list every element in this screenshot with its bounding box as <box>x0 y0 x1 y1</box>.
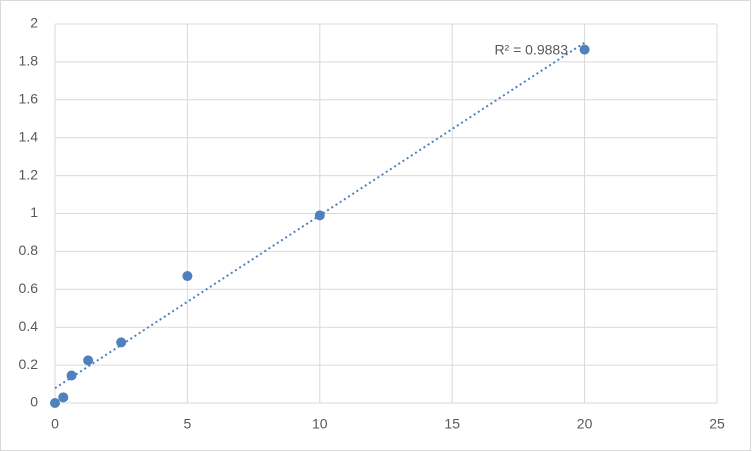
x-tick-label: 15 <box>444 416 460 432</box>
x-tick-label: 25 <box>709 416 725 432</box>
data-point <box>50 398 60 408</box>
y-tick-label: 0.6 <box>19 280 39 296</box>
y-tick-label: 0 <box>30 394 38 410</box>
x-tick-label: 10 <box>312 416 328 432</box>
data-point <box>66 370 77 381</box>
y-tick-label: 1.8 <box>19 53 39 69</box>
data-point <box>314 210 325 221</box>
x-tick-label: 0 <box>51 416 59 432</box>
x-tick-label: 5 <box>184 416 192 432</box>
x-tick-label: 20 <box>577 416 593 432</box>
y-tick-label: 1.6 <box>19 91 39 107</box>
y-tick-label: 2 <box>30 15 38 31</box>
y-tick-label: 1 <box>30 204 38 220</box>
y-tick-label: 0.8 <box>19 242 39 258</box>
y-tick-label: 1.2 <box>19 166 39 182</box>
data-point <box>58 392 69 403</box>
y-tick-label: 0.4 <box>19 318 39 334</box>
y-tick-label: 1.4 <box>19 128 39 144</box>
data-point <box>83 355 94 366</box>
r-squared-annotation: R² = 0.9883 <box>494 42 568 58</box>
data-point <box>579 44 590 55</box>
data-point <box>116 337 127 348</box>
data-point <box>182 271 193 282</box>
y-tick-label: 0.2 <box>19 356 39 372</box>
